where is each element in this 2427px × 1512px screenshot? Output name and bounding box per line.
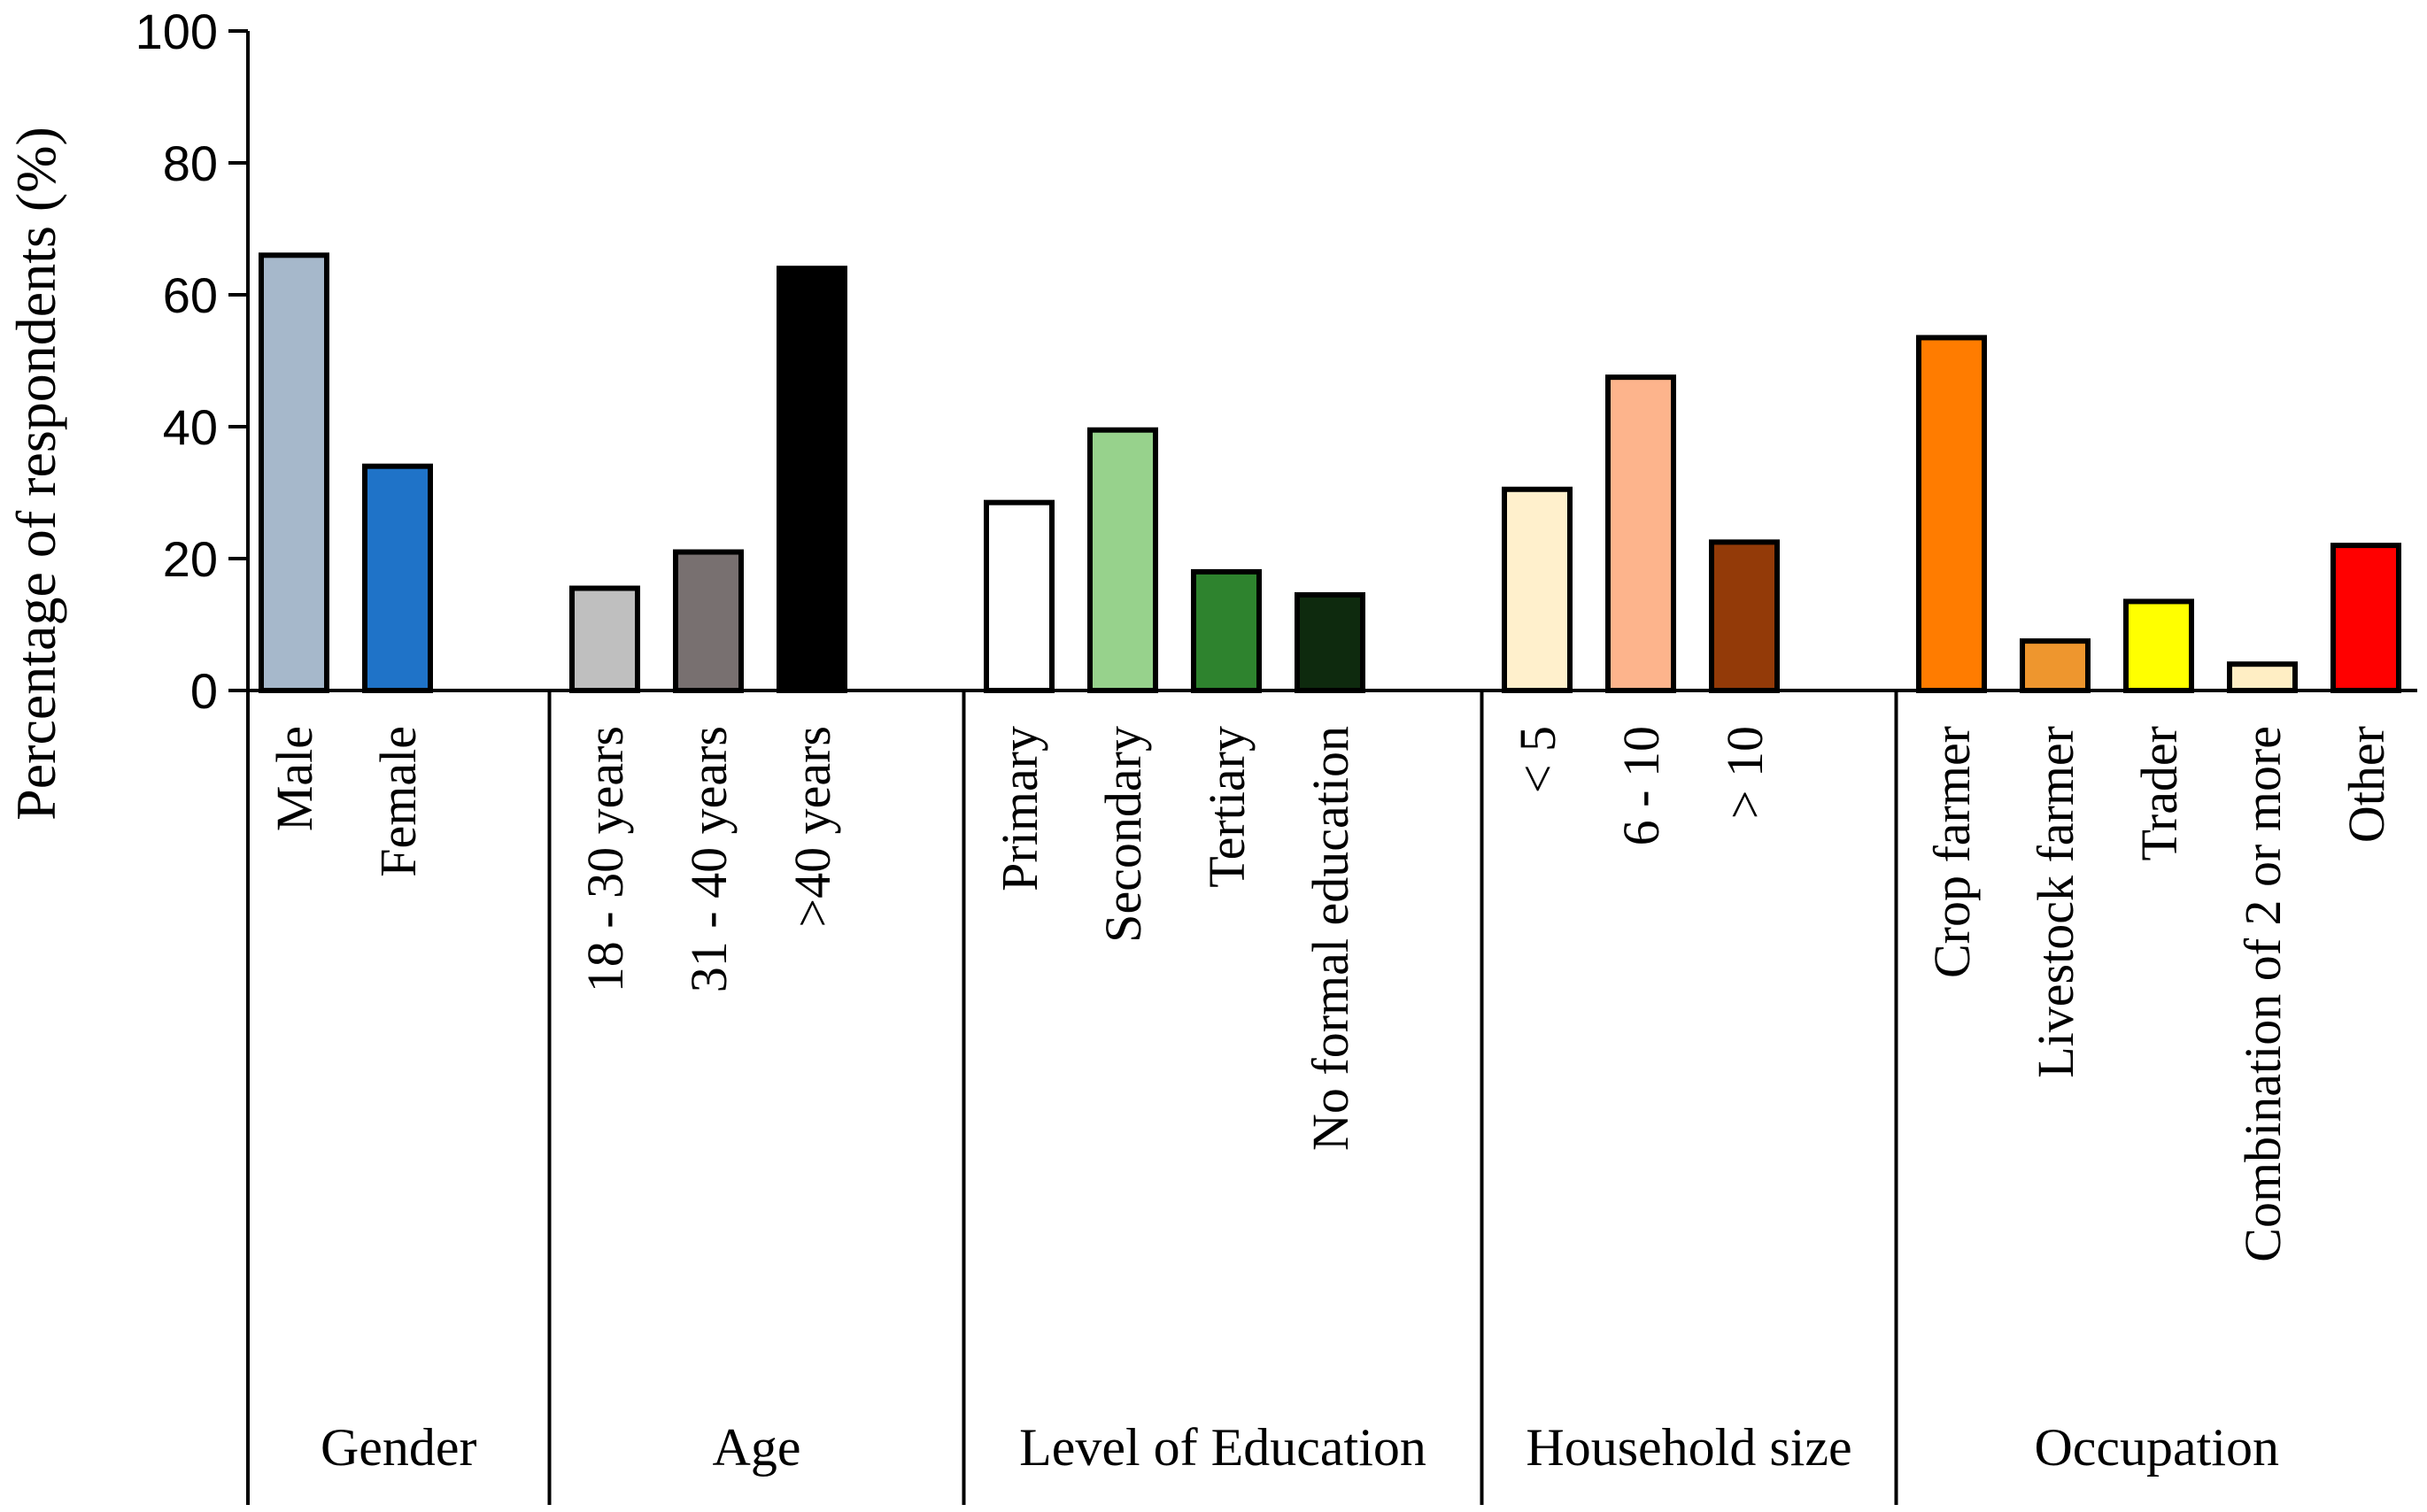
category-label-5: < 5: [1509, 726, 1566, 793]
category-label-primary: Primary: [991, 726, 1048, 891]
y-axis-title: Percentage of respondents (%): [4, 127, 67, 821]
bar-level-of-education-primary: [984, 499, 1055, 693]
group-label-occupation: Occupation: [2034, 1418, 2279, 1477]
category-label-crop-farmer: Crop farmer: [1923, 726, 1981, 978]
category-label-female: Female: [369, 726, 427, 877]
bar-gender-female: [362, 463, 433, 694]
category-label-combination-of-2-or-more: Combination of 2 or more: [2234, 726, 2292, 1262]
y-tick-label-0: 0: [190, 663, 218, 719]
group-label-household-size: Household size: [1526, 1418, 1851, 1477]
category-label-no-formal-education: No formal education: [1302, 726, 1359, 1151]
bar-occupation-other: [2330, 543, 2401, 693]
bar-level-of-education-tertiary: [1191, 568, 1262, 694]
category-label-livestock-farmer: Livestock farmer: [2027, 726, 2084, 1078]
y-tick-label-80: 80: [163, 135, 218, 191]
category-label-male: Male: [266, 726, 323, 831]
bar-level-of-education-secondary: [1087, 427, 1158, 693]
bar-age-40-years: [777, 266, 847, 693]
category-label-trader: Trader: [2130, 726, 2188, 861]
bar-level-of-education-no-formal-education: [1295, 591, 1365, 693]
bar-age-18-30-years: [569, 585, 640, 694]
y-tick-label-20: 20: [163, 531, 218, 587]
category-label-31-40-years: 31 - 40 years: [680, 726, 738, 992]
bar-occupation-crop-farmer: [1916, 335, 1987, 693]
y-tick-label-60: 60: [163, 267, 218, 323]
category-label-18-30-years: 18 - 30 years: [576, 726, 634, 992]
bar-occupation-livestock-farmer: [2020, 638, 2091, 693]
y-tick-label-100: 100: [135, 4, 218, 59]
category-label-other: Other: [2338, 726, 2395, 843]
y-tick-label-40: 40: [163, 399, 218, 455]
category-label-40-years: >40 years: [784, 726, 841, 928]
bar-gender-male: [259, 252, 329, 693]
bar-household-size-6-10: [1605, 374, 1676, 693]
bar-household-size-5: [1502, 486, 1573, 694]
bar-age-31-40-years: [673, 549, 744, 693]
category-label-10: > 10: [1716, 726, 1774, 819]
category-label-tertiary: Tertiary: [1198, 726, 1256, 888]
category-label-secondary: Secondary: [1094, 726, 1152, 943]
group-label-gender: Gender: [321, 1418, 477, 1477]
bar-household-size-10: [1709, 539, 1780, 693]
bar-occupation-trader: [2123, 598, 2194, 693]
category-label-6-10: 6 - 10: [1612, 726, 1670, 845]
group-label-age: Age: [713, 1418, 801, 1477]
bar-occupation-combination-of-2-or-more: [2227, 661, 2298, 694]
group-label-level-of-education: Level of Education: [1019, 1418, 1426, 1477]
